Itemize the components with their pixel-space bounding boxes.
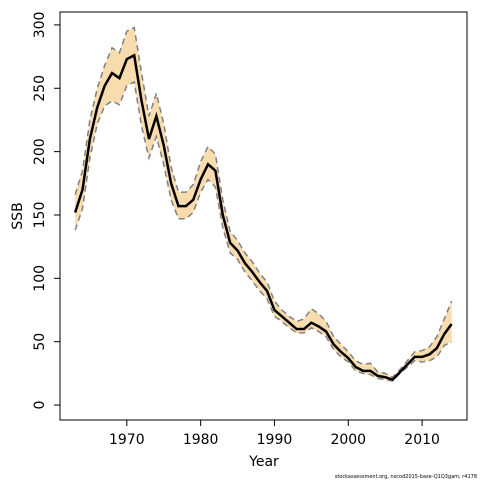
y-tick-label: 250 xyxy=(32,75,48,102)
y-tick-label: 300 xyxy=(32,12,48,39)
confidence-band xyxy=(75,27,452,381)
x-tick-label: 2010 xyxy=(404,432,440,448)
x-axis-label: Year xyxy=(248,454,279,470)
y-tick-label: 200 xyxy=(32,138,48,165)
y-tick-label: 0 xyxy=(32,401,48,410)
y-tick-label: 100 xyxy=(32,265,48,292)
plot-frame xyxy=(59,11,468,421)
upper-bound xyxy=(74,26,453,379)
footnote: stockassessment.org, nscod2015-base-Q1Q3… xyxy=(335,474,477,480)
lower-bound xyxy=(74,80,452,382)
ssb-line xyxy=(73,53,453,382)
y-tick-label: 150 xyxy=(32,202,48,229)
y-tick-label: 50 xyxy=(32,333,48,351)
x-tick-label: 2000 xyxy=(330,432,366,448)
x-tick-label: 1990 xyxy=(257,432,293,448)
x-tick-label: 1980 xyxy=(183,432,219,448)
x-tick-label: 1970 xyxy=(109,432,145,448)
y-axis-label: SSB xyxy=(10,202,26,229)
